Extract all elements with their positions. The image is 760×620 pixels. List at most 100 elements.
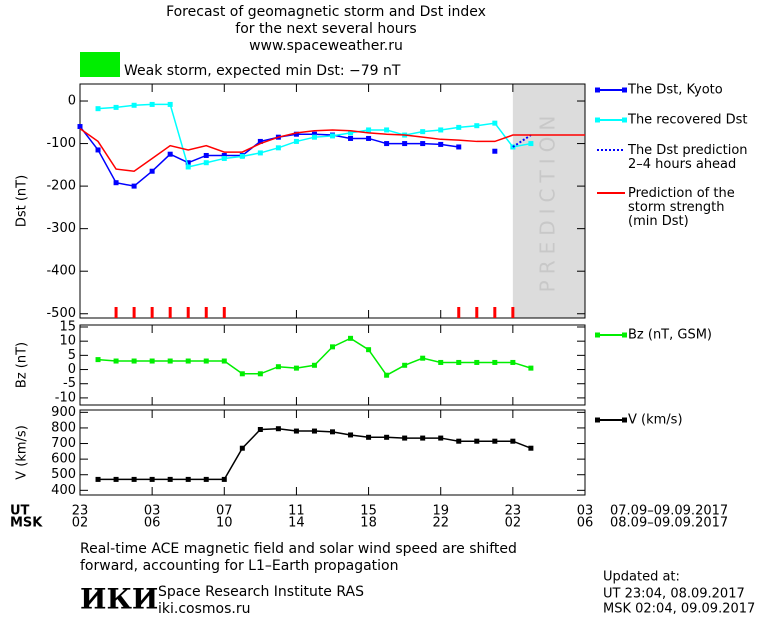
y-tick-label: 15 <box>59 319 76 334</box>
point <box>257 371 263 377</box>
point <box>239 153 245 159</box>
point <box>456 144 462 150</box>
point <box>203 160 209 166</box>
point <box>456 438 462 444</box>
point <box>95 106 101 112</box>
point <box>384 127 390 133</box>
point <box>492 359 498 365</box>
panel-frame <box>79 409 586 496</box>
msk-tick-label: 06 <box>144 516 161 531</box>
legend-marker <box>622 87 627 93</box>
point <box>492 438 498 444</box>
ut-label: UT <box>10 504 30 519</box>
legend-marker <box>622 417 627 423</box>
x-tick-label: 15 <box>360 504 377 519</box>
msk-tick-label: 06 <box>577 516 594 531</box>
point <box>203 152 209 158</box>
x-tick-label: 23 <box>505 504 522 519</box>
point <box>402 141 408 147</box>
point <box>239 371 245 377</box>
point <box>77 124 83 130</box>
point <box>348 335 354 341</box>
point <box>167 151 173 157</box>
y-tick-label: -400 <box>46 264 76 279</box>
ut-dates: 07.09–09.09.2017 <box>610 504 728 519</box>
legend-marker <box>622 332 627 338</box>
y-tick-label: -5 <box>63 376 76 391</box>
point <box>167 101 173 107</box>
updated: UT 23:04, 08.09.2017 <box>603 587 745 602</box>
point <box>185 164 191 170</box>
point <box>95 357 101 363</box>
point <box>149 101 155 107</box>
point <box>330 344 335 350</box>
point <box>95 147 101 153</box>
updated: Updated at: <box>603 570 680 585</box>
legend-label: Prediction of the storm strength (min Dst) <box>628 186 735 229</box>
point <box>528 141 534 147</box>
point <box>474 123 480 129</box>
point <box>275 145 281 151</box>
legend-label: The Dst, Kyoto <box>627 83 723 98</box>
logo: ИКИ <box>80 583 158 616</box>
point <box>293 428 299 434</box>
point <box>149 358 155 364</box>
series-line <box>98 427 532 481</box>
point <box>420 129 426 135</box>
point <box>420 141 426 147</box>
point <box>438 359 444 365</box>
point <box>311 131 317 137</box>
point <box>510 438 516 444</box>
y-axis-label: Bz (nT) <box>15 342 30 388</box>
point <box>95 476 101 482</box>
point <box>492 148 498 154</box>
point <box>366 434 372 440</box>
point <box>293 131 299 137</box>
y-tick-label: -500 <box>46 306 76 321</box>
point <box>348 135 354 141</box>
y-tick-label: -10 <box>55 390 76 405</box>
point <box>420 435 426 441</box>
footer-note: forward, accounting for L1–Earth propaga… <box>80 558 399 574</box>
point <box>185 160 191 166</box>
header-line: for the next several hours <box>235 21 416 37</box>
point <box>221 155 227 161</box>
x-tick-label: 03 <box>144 504 161 519</box>
y-tick-label: 600 <box>51 452 76 467</box>
point <box>113 476 119 482</box>
point <box>257 150 263 156</box>
updated: MSK 02:04, 09.09.2017 <box>603 602 755 617</box>
y-tick-label: -200 <box>46 179 76 194</box>
point <box>131 183 137 189</box>
site: iki.cosmos.ru <box>158 601 250 617</box>
y-tick-label: 0 <box>68 362 76 377</box>
msk-tick-label: 02 <box>505 516 522 531</box>
point <box>456 359 462 365</box>
y-tick-label: 0 <box>68 94 76 109</box>
header-line: Forecast of geomagnetic storm and Dst in… <box>166 4 486 20</box>
point <box>528 445 534 451</box>
panel-frame <box>79 324 586 406</box>
prediction-zone <box>512 84 585 318</box>
point <box>185 476 191 482</box>
header-line: www.spaceweather.ru <box>249 38 403 54</box>
point <box>474 438 480 444</box>
storm-text: Weak storm, expected min Dst: −79 nT <box>124 63 401 79</box>
series-line <box>79 128 585 172</box>
legend-label: Bz (nT, GSM) <box>628 328 712 343</box>
legend-marker <box>595 117 600 123</box>
point <box>275 364 281 370</box>
point <box>438 435 444 441</box>
point <box>293 138 299 144</box>
point <box>203 476 209 482</box>
y-tick-label: 5 <box>68 348 76 363</box>
footer-note: Real-time ACE magnetic field and solar w… <box>80 541 517 557</box>
point <box>275 426 281 432</box>
point <box>293 365 299 371</box>
y-tick-label: -100 <box>46 136 76 151</box>
panel-frame <box>79 83 586 319</box>
y-tick-label: 500 <box>51 467 76 482</box>
msk-dates: 08.09–09.09.2017 <box>610 516 728 531</box>
y-axis-label: V (km/s) <box>15 425 30 480</box>
